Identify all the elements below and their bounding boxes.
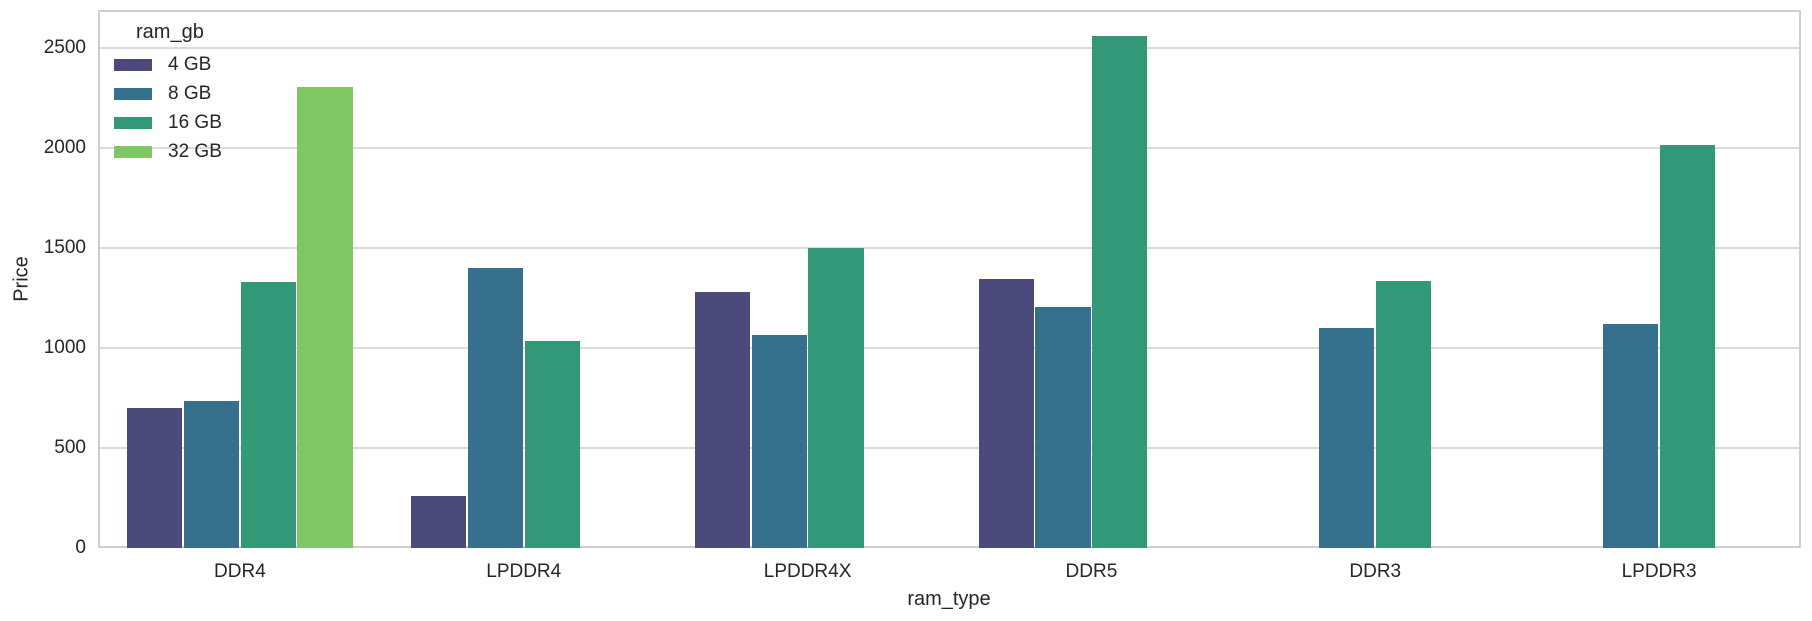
legend: ram_gb 4 GB 8 GB 16 GB 32 GB [114,20,222,166]
gridline-y-2000 [100,147,1799,149]
x-tick-label-LPDDR4: LPDDR4 [486,561,562,582]
bar-LPDDR4X-4GB [694,292,750,548]
gridline-y-1000 [100,347,1799,349]
legend-item-4GB: 4 GB [114,50,222,79]
bar-LPDDR3-16GB [1659,145,1716,548]
bar-DDR4-8GB [183,401,240,548]
y-tick-label-2500: 2500 [43,37,86,58]
x-axis-title: ram_type [907,588,991,610]
bar-DDR3-8GB [1319,328,1375,548]
legend-swatch-icon [114,116,152,129]
legend-label: 16 GB [168,111,222,133]
bar-LPDDR4X-8GB [751,335,807,548]
bar-LPDDR3-8GB [1603,324,1659,548]
x-tick-label-LPDDR4X: LPDDR4X [763,561,852,582]
legend-item-8GB: 8 GB [114,79,222,108]
legend-label: 32 GB [168,140,222,162]
x-tick-label-DDR5: DDR5 [1065,561,1118,582]
bar-DDR3-16GB [1376,281,1432,548]
gridline-y-2500 [100,47,1799,49]
y-axis-title: Price [10,256,33,302]
gridline-y-500 [100,447,1799,449]
gridline-y-1500 [100,247,1799,249]
bar-DDR4-4GB [127,408,183,548]
legend-swatch-icon [114,58,152,71]
legend-rows: 4 GB 8 GB 16 GB 32 GB [114,50,222,166]
bar-DDR4-16GB [240,282,296,548]
y-tick-label-1500: 1500 [43,237,86,258]
bar-DDR4-32GB [297,87,353,548]
legend-swatch-icon [114,87,152,100]
bar-LPDDR4X-16GB [808,248,864,548]
legend-label: 4 GB [168,53,212,75]
bar-LPDDR4-8GB [467,268,523,548]
bar-LPDDR4-16GB [524,340,580,548]
bar-DDR5-16GB [1092,36,1148,548]
plot-area: ram_gb 4 GB 8 GB 16 GB 32 GB [98,10,1801,548]
bar-DDR5-4GB [978,279,1034,548]
y-tick-label-0: 0 [75,537,86,558]
y-tick-label-2000: 2000 [43,137,86,158]
legend-item-32GB: 32 GB [114,137,222,166]
legend-item-16GB: 16 GB [114,108,222,137]
y-tick-label-1000: 1000 [43,337,86,358]
x-tick-label-DDR3: DDR3 [1349,561,1402,582]
bar-DDR5-8GB [1035,307,1091,548]
legend-title: ram_gb [136,21,204,43]
legend-label: 8 GB [168,82,212,104]
bar-LPDDR4-4GB [411,496,467,548]
legend-swatch-icon [114,145,152,158]
x-tick-label-LPDDR3: LPDDR3 [1621,561,1697,582]
y-tick-label-500: 500 [54,437,86,458]
x-tick-label-DDR4: DDR4 [214,561,266,582]
